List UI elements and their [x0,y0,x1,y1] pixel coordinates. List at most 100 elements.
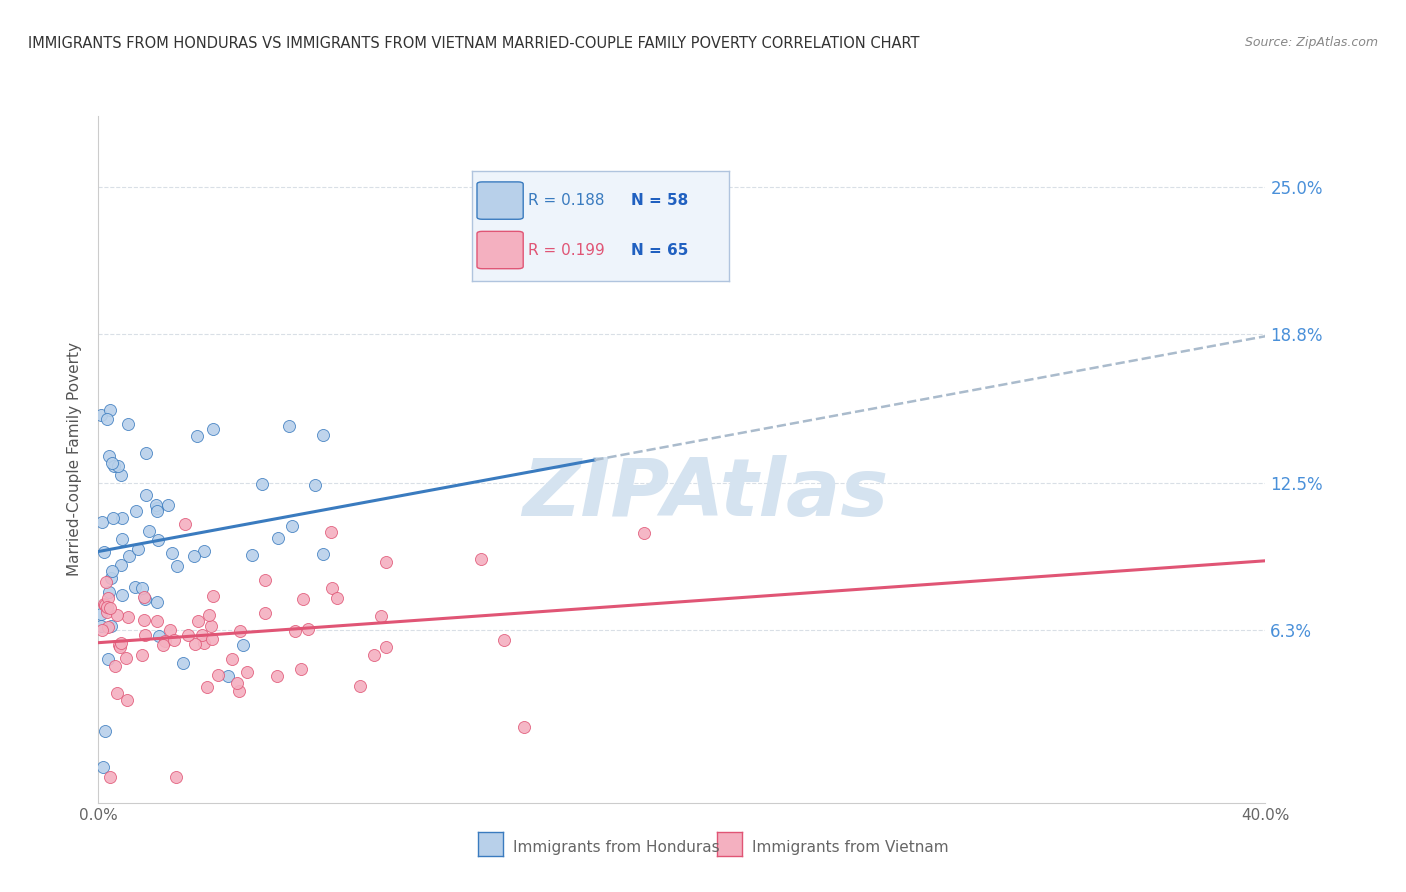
Point [232,638,254,652]
FancyBboxPatch shape [477,231,523,268]
Point [146,504,169,518]
Point [93,597,115,611]
Point [104,659,127,673]
Point [186,429,208,443]
Point [117,549,139,563]
Point [94,574,117,589]
Point [117,417,139,431]
Point [229,624,252,639]
Point [374,640,396,654]
Point [242,549,264,563]
Point [101,510,124,524]
Point [319,525,342,540]
Point [297,623,319,637]
Point [512,720,534,734]
Point [108,640,131,654]
Point [100,403,122,417]
Point [165,770,187,784]
Point [98,449,121,463]
Point [105,608,128,623]
Point [166,559,188,574]
Point [101,564,124,578]
Point [93,545,115,559]
Point [492,633,515,648]
Text: IMMIGRANTS FROM HONDURAS VS IMMIGRANTS FROM VIETNAM MARRIED-COUPLE FAMILY POVERT: IMMIGRANTS FROM HONDURAS VS IMMIGRANTS F… [28,36,920,51]
Point [253,607,276,621]
Point [96,606,118,620]
Point [117,693,139,707]
Point [90,607,112,622]
Point [157,498,180,512]
Point [321,581,343,595]
Text: Source: ZipAtlas.com: Source: ZipAtlas.com [1244,36,1378,49]
Point [183,549,205,564]
Point [127,542,149,557]
Point [201,589,224,603]
Point [311,547,333,561]
Point [146,501,169,516]
Point [253,574,276,588]
Point [124,504,146,518]
Text: N = 65: N = 65 [631,243,689,258]
Point [131,582,153,596]
Point [97,652,120,666]
Point [97,620,120,634]
Point [176,627,198,641]
Point [134,613,156,627]
Point [100,571,122,585]
Point [201,632,224,647]
Point [90,619,112,633]
Point [202,422,225,436]
Point [184,637,207,651]
Point [110,558,132,572]
Point [134,592,156,607]
Point [153,634,176,648]
Point [370,608,392,623]
Point [134,628,156,642]
Text: R = 0.199: R = 0.199 [529,243,605,258]
Point [163,633,186,648]
Point [217,669,239,683]
Point [148,629,170,643]
Point [191,628,214,642]
Point [91,515,114,529]
Point [138,524,160,538]
Point [132,590,155,604]
Point [250,477,273,491]
Y-axis label: Married-Couple Family Poverty: Married-Couple Family Poverty [67,343,83,576]
Point [131,648,153,662]
Point [195,680,218,694]
Point [200,619,222,633]
Point [267,531,290,545]
Point [100,619,122,633]
Point [326,591,349,606]
Point [374,555,396,569]
Point [145,498,167,512]
Point [105,686,128,700]
Point [290,662,312,676]
Point [304,478,326,492]
Point [145,615,167,629]
Point [235,665,257,679]
Text: Immigrants from Vietnam: Immigrants from Vietnam [752,840,949,855]
Point [117,610,139,624]
Point [284,624,307,638]
Point [228,683,250,698]
Point [148,533,170,548]
Point [291,592,314,607]
Point [110,467,132,482]
Point [172,656,194,670]
Point [111,510,134,524]
Point [100,456,122,470]
Text: Immigrants from Honduras: Immigrants from Honduras [513,840,720,855]
Point [193,635,215,649]
Point [94,599,117,613]
Point [363,648,385,662]
Point [135,487,157,501]
Point [174,516,197,531]
Point [312,428,335,442]
Point [91,624,114,638]
Point [146,595,169,609]
Point [91,760,114,774]
Point [207,668,229,682]
